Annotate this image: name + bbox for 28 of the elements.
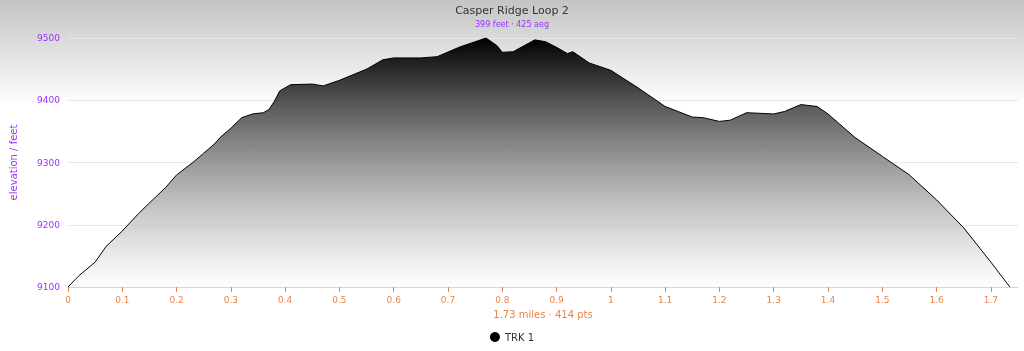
- x-tick-label: 1.6: [929, 294, 944, 305]
- x-tick-label: 0.8: [495, 294, 510, 305]
- legend-label: TRK 1: [503, 331, 535, 343]
- x-tick-label: 1.3: [766, 294, 781, 305]
- y-axis-title: elevation / feet: [7, 124, 19, 201]
- x-tick-label: 0.3: [223, 294, 239, 305]
- x-tick-label: 1.4: [820, 294, 836, 305]
- x-axis-title: 1.73 miles · 414 pts: [493, 308, 593, 320]
- chart-subtitle: 399 feet · 425 aeg: [475, 19, 549, 29]
- x-tick-label: 0.5: [332, 294, 347, 305]
- y-tick-label: 9500: [37, 33, 61, 43]
- x-tick-label: 1: [607, 294, 614, 305]
- y-tick-label: 9300: [37, 157, 61, 168]
- x-tick-label: 1.5: [875, 294, 890, 305]
- x-tick-label: 0.7: [440, 294, 456, 305]
- y-tick-label: 9100: [37, 282, 61, 292]
- x-tick-label: 1.2: [712, 294, 727, 305]
- y-tick-label: 9400: [37, 95, 61, 106]
- chart-title: Casper Ridge Loop 2: [455, 4, 569, 17]
- x-tick-label: 0.9: [549, 294, 564, 305]
- x-tick-label: 0.6: [386, 294, 402, 305]
- x-tick-label: 0: [65, 294, 72, 305]
- x-tick-label: 0.2: [169, 294, 184, 305]
- y-tick-label: 9200: [37, 219, 61, 230]
- x-tick-label: 1.7: [983, 294, 999, 305]
- x-tick-label: 1.1: [657, 294, 673, 305]
- x-tick-label: 0.1: [115, 294, 130, 305]
- x-tick-label: 0.4: [277, 294, 293, 305]
